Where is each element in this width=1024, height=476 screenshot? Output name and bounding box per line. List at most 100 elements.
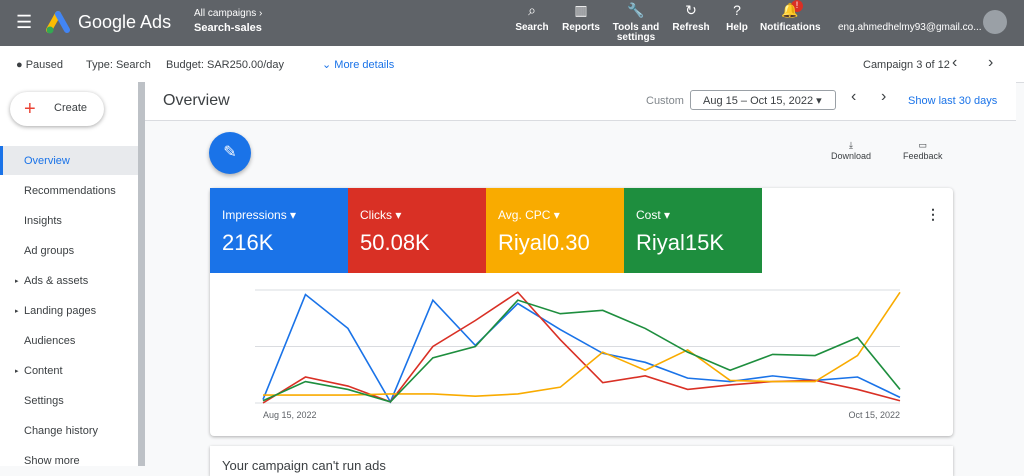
status-text: Paused <box>25 59 64 71</box>
budget: Budget: SAR250.00/day <box>166 59 285 71</box>
nav-label: Refresh <box>672 22 710 33</box>
sidebar-item[interactable]: Recommendations <box>24 185 116 197</box>
breadcrumb-text: All campaigns <box>194 8 257 19</box>
expand-arrow: ▸ <box>15 308 19 315</box>
data-line <box>263 291 901 398</box>
notification-badge: ! <box>791 0 803 12</box>
sidebar-text: Content <box>24 365 63 377</box>
sidebar-text: Landing pages <box>24 305 97 317</box>
nav-icon: ▥ <box>574 2 588 18</box>
date-range-text: Aug 15 – Oct 15, 2022 <box>703 95 814 107</box>
nav-item[interactable]: 🔧 Tools and settings <box>606 0 666 46</box>
download-text: Download <box>831 151 872 161</box>
sidebar-item[interactable]: Ad groups <box>24 245 74 257</box>
date-range[interactable]: Aug 15 – Oct 15, 2022 ▾ <box>690 90 836 110</box>
sidebar-text: Insights <box>24 215 62 227</box>
sidebar-text: Overview <box>24 155 70 167</box>
expand-arrow: ▸ <box>15 368 19 375</box>
metric-total: Riyal15K <box>636 230 725 255</box>
page-title: Overview <box>163 92 230 109</box>
download[interactable]: ⤓ Download <box>831 140 872 161</box>
status-bar: ● Paused Type: Search Budget: SAR250.00/… <box>0 46 1024 83</box>
sidebar-item[interactable]: Change history <box>24 425 98 437</box>
metric-tile[interactable]: Avg. CPC ▾ Riyal0.30 <box>486 188 624 273</box>
avatar[interactable] <box>983 10 1007 34</box>
nav-item[interactable]: ⌕ Search <box>502 0 562 46</box>
sidebar-item[interactable]: Insights <box>24 215 62 227</box>
create-button[interactable]: + Create <box>10 92 104 126</box>
metric-tile[interactable]: Clicks ▾ 50.08K <box>348 188 486 273</box>
next-card: Your campaign can't run ads <box>210 446 953 476</box>
header: ☰ Google Ads All campaigns › Search-sale… <box>0 0 1024 46</box>
nav-item[interactable]: ? Help <box>707 0 767 46</box>
nav-label: Help <box>726 22 748 33</box>
plus: + <box>24 98 36 120</box>
create-text: Create <box>54 102 88 114</box>
metric-total: 50.08K <box>360 230 430 255</box>
more-details[interactable]: ⌄ More details <box>322 59 395 71</box>
x-tick-label: Oct 15, 2022 <box>848 410 900 420</box>
nav-icon: 🔧 <box>627 2 645 18</box>
metric-name: Avg. CPC ▾ <box>498 208 560 222</box>
active-item <box>0 146 138 175</box>
sidebar-text: Show more <box>24 455 80 467</box>
metric-total: 216K <box>222 230 274 255</box>
type: Type: Search <box>86 59 151 71</box>
nav-item[interactable]: 🔔 Notifications <box>760 0 821 46</box>
metric-name-text: Clicks <box>360 208 392 222</box>
sidebar-item[interactable]: Overview <box>24 155 70 167</box>
sidebar-item[interactable]: ▸ Ads & assets <box>15 275 89 287</box>
data-line <box>262 299 901 403</box>
expand-arrow: ▸ <box>15 278 19 285</box>
product-name: Google Ads <box>78 12 172 32</box>
sidebar: + Create Overview Recommendations Insights… <box>0 82 138 467</box>
metric-tile[interactable]: Impressions ▾ 216K <box>210 188 348 273</box>
sidebar-item[interactable]: Audiences <box>24 335 75 347</box>
breadcrumb[interactable]: All campaigns › <box>194 8 263 19</box>
metric-tile[interactable]: Cost ▾ Riyal15K <box>624 188 762 273</box>
nav-label: Notifications <box>760 22 821 33</box>
nav-label: Search <box>515 22 549 33</box>
metric-total: Riyal0.30 <box>498 230 590 255</box>
chart-card: Impressions ▾ 216K Clicks ▾ 50.08K Avg. CPC … <box>210 188 953 436</box>
sidebar-text: Ad groups <box>24 245 75 257</box>
sidebar-text: Change history <box>24 425 98 437</box>
toolbar: Overview Custom Aug 15 – Oct 15, 2022 ▾ … <box>145 82 1016 121</box>
more-details-text: More details <box>334 59 395 71</box>
sidebar-item[interactable]: ▸ Content <box>15 365 63 377</box>
nav-item[interactable]: ↻ Refresh <box>661 0 721 46</box>
x-tick-label: Aug 15, 2022 <box>263 410 317 420</box>
sidebar-text: Recommendations <box>24 185 116 197</box>
metric-name-text: Impressions <box>222 208 287 222</box>
range-type: Custom <box>646 95 684 107</box>
edit-button[interactable]: ✎ <box>209 132 251 174</box>
sidebar-text: Ads & assets <box>24 275 89 287</box>
quick-range[interactable]: Show last 30 days <box>908 95 998 107</box>
logo <box>46 11 70 34</box>
range-next[interactable]: › <box>881 88 887 105</box>
next[interactable]: › <box>988 54 994 71</box>
prev[interactable]: ‹ <box>952 54 958 71</box>
nav-label: Tools and settings <box>612 22 660 43</box>
card-menu[interactable]: ⋮ <box>926 206 940 222</box>
metric-name-text: Avg. CPC <box>498 208 551 222</box>
data-line <box>262 293 901 404</box>
chart: Aug 15, 2022 Oct 15, 2022 <box>255 289 901 420</box>
sidebar-item[interactable]: Settings <box>24 395 64 407</box>
range-prev[interactable]: ‹ <box>851 88 857 105</box>
nav-icon: ⌕ <box>528 2 536 18</box>
sidebar-item[interactable]: Show more <box>24 455 80 467</box>
feedback[interactable]: ▭ Feedback <box>903 140 943 161</box>
sidebar-item[interactable]: ▸ Landing pages <box>15 305 97 317</box>
account[interactable]: eng.ahmedhelmy93@gmail.co... <box>838 22 982 33</box>
sidebar-text: Audiences <box>24 335 76 347</box>
menu-icon[interactable]: ☰ <box>16 12 33 32</box>
campaign-name: Search-sales <box>194 22 262 34</box>
status: ● Paused <box>16 59 64 71</box>
nav-label: Reports <box>562 22 600 33</box>
nav-item[interactable]: ▥ Reports <box>551 0 611 46</box>
metric-name-text: Cost <box>636 208 661 222</box>
metric-name: Impressions ▾ <box>222 208 297 222</box>
metric-name: Cost ▾ <box>636 208 671 222</box>
